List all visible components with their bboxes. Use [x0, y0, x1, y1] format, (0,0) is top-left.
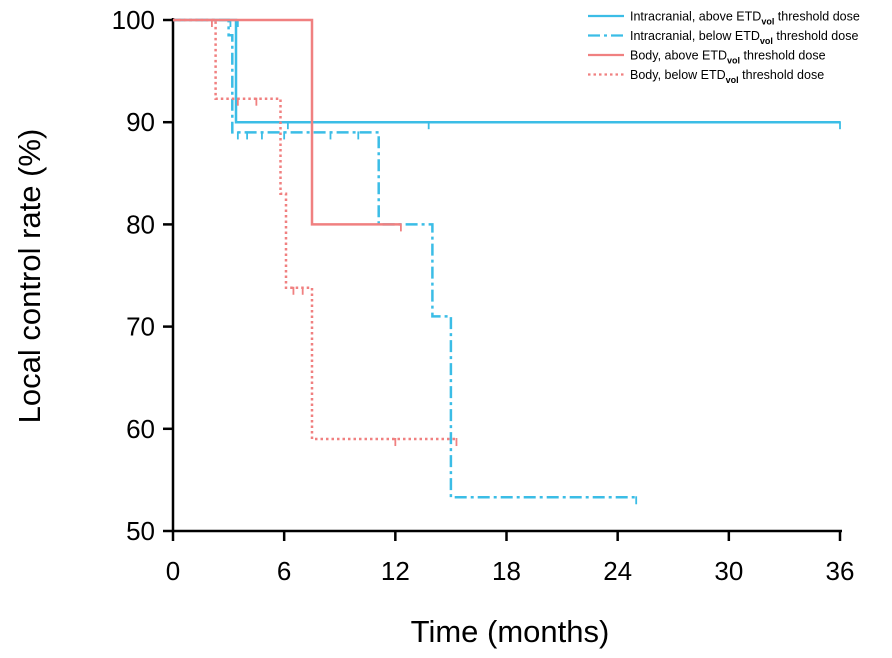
series-1 [173, 18, 638, 505]
legend-item-0: Intracranial, above ETDvol threshold dos… [588, 10, 860, 27]
legend-label: Intracranial, below ETDvol threshold dos… [630, 29, 858, 46]
series-2 [173, 18, 402, 232]
x-axis-title: Time (months) [411, 614, 610, 649]
x-tick-label: 18 [492, 556, 521, 586]
x-tick-label: 6 [277, 556, 291, 586]
legend: Intracranial, above ETDvol threshold dos… [588, 10, 860, 85]
y-tick-label: 50 [126, 516, 155, 546]
legend-label: Body, above ETDvol threshold dose [630, 49, 826, 66]
axes: 0 6 12 18 24 30 36 50 60 70 80 90 100 [112, 5, 855, 586]
series-3 [173, 18, 458, 447]
series-line [173, 18, 637, 499]
x-tick-label: 36 [826, 556, 855, 586]
x-tick-label: 0 [166, 556, 180, 586]
series-line [173, 18, 457, 441]
y-axis-title: Local control rate (%) [12, 129, 47, 424]
y-tick-label: 60 [126, 414, 155, 444]
y-tick-label: 100 [112, 5, 155, 35]
y-tick-label: 70 [126, 312, 155, 342]
legend-item-2: Body, above ETDvol threshold dose [588, 49, 826, 66]
series-layer [173, 18, 841, 505]
legend-item-3: Body, below ETDvol threshold dose [588, 68, 824, 85]
series-line [173, 18, 401, 226]
y-tick-label: 80 [126, 209, 155, 239]
legend-label: Intracranial, above ETDvol threshold dos… [630, 10, 860, 27]
x-tick-label: 30 [714, 556, 743, 586]
legend-item-1: Intracranial, below ETDvol threshold dos… [588, 29, 858, 46]
legend-label: Body, below ETDvol threshold dose [630, 68, 824, 85]
x-tick-label: 24 [603, 556, 632, 586]
y-tick-label: 90 [126, 107, 155, 137]
x-tick-label: 12 [381, 556, 410, 586]
